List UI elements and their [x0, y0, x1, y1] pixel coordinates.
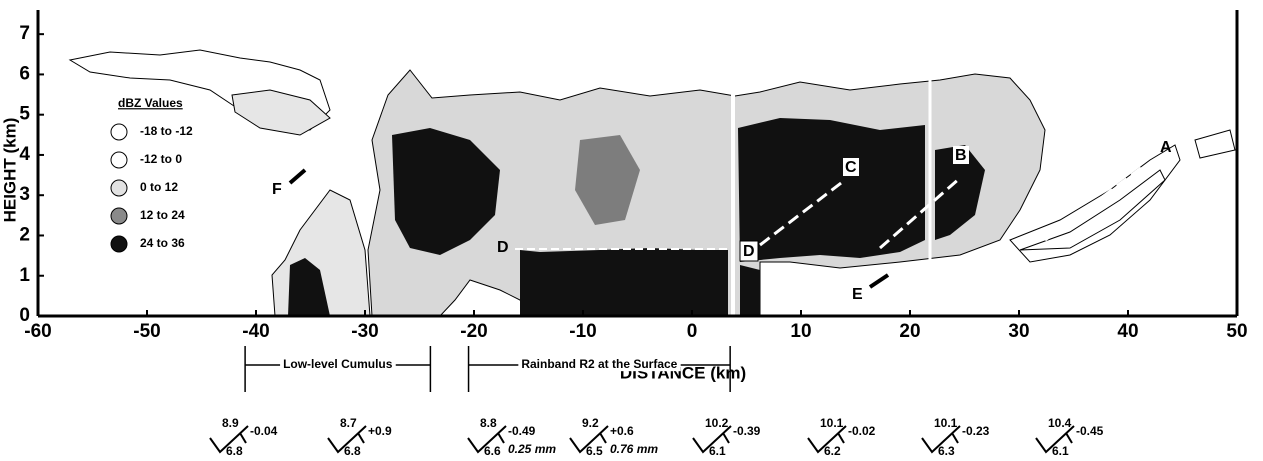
- x-tick-label: 10: [790, 321, 811, 342]
- station-change: -0.45: [1076, 424, 1104, 438]
- x-tick-label: 20: [899, 321, 920, 342]
- station-bottom: 6.1: [1052, 444, 1069, 458]
- x-tick-label: -30: [351, 321, 378, 342]
- annotations: A B C D D E F: [272, 139, 1172, 303]
- echo-outline: [1194, 129, 1236, 159]
- span-label: Rainband R2 at the Surface: [521, 357, 677, 371]
- legend-title: dBZ Values: [118, 96, 183, 110]
- station-top: 8.8: [480, 416, 497, 430]
- station-top: 10.1: [934, 416, 958, 430]
- label-d: D: [743, 243, 755, 260]
- wind-barb: [692, 425, 732, 454]
- x-tick-label: -50: [133, 321, 160, 342]
- label-b: B: [955, 147, 967, 164]
- station-top: 8.7: [340, 416, 357, 430]
- y-tick-label: 6: [19, 63, 30, 84]
- label-box: [953, 146, 969, 164]
- station-change: -0.02: [848, 424, 876, 438]
- y-tick-label: 0: [19, 305, 30, 326]
- legend-swatch: [110, 235, 128, 253]
- legend-swatch: [110, 179, 128, 197]
- station-bottom: 6.3: [938, 444, 955, 458]
- station-change: -0.49: [508, 424, 536, 438]
- echo-core: [392, 128, 500, 255]
- wind-barb: [921, 425, 961, 454]
- legend-swatch: [110, 123, 128, 141]
- legend-label: -12 to 0: [140, 152, 182, 166]
- station-top: 10.1: [820, 416, 844, 430]
- station-bottom: 6.2: [824, 444, 841, 458]
- radar-echo: [68, 49, 1236, 317]
- echo-outline: [68, 49, 331, 131]
- x-tick-label: -20: [460, 321, 487, 342]
- legend-label: 24 to 36: [140, 236, 185, 250]
- station-top: 10.2: [705, 416, 729, 430]
- echo-core: [740, 265, 760, 316]
- y-tick-label: 4: [19, 144, 30, 165]
- echo-outline: [1019, 169, 1166, 251]
- legend-label: -18 to -12: [140, 124, 193, 138]
- label-d: D: [497, 239, 509, 256]
- arrow: [288, 168, 307, 185]
- wind-barb: [1035, 425, 1075, 454]
- station-bottom: 6.6: [484, 444, 501, 458]
- y-tick-label: 5: [19, 104, 30, 125]
- station-change: +0.6: [610, 424, 634, 438]
- x-tick-label: -60: [24, 321, 51, 342]
- echo-core: [935, 145, 985, 240]
- station-top: 8.9: [222, 416, 239, 430]
- span-label: Low-level Cumulus: [283, 357, 393, 371]
- station-change: -0.04: [250, 424, 278, 438]
- label-a: A: [1160, 139, 1172, 156]
- label-f: F: [272, 181, 282, 198]
- station-rain: 0.76 mm: [610, 442, 658, 456]
- label-e: E: [852, 286, 863, 303]
- wind-barb: [467, 425, 507, 454]
- station-bottom: 6.1: [709, 444, 726, 458]
- x-tick-label: 40: [1117, 321, 1138, 342]
- y-axis-label: HEIGHT (km): [0, 118, 19, 223]
- wind-barb: [209, 425, 249, 454]
- echo-outline: [1009, 144, 1181, 263]
- station-change: +0.9: [368, 424, 392, 438]
- y-tick-label: 1: [19, 265, 30, 286]
- echo-core: [288, 258, 330, 316]
- x-tick-label: -40: [242, 321, 269, 342]
- wind-barb: [807, 425, 847, 454]
- station-bottom: 6.5: [586, 444, 603, 458]
- legend-label: 0 to 12: [140, 180, 178, 194]
- legend-swatch: [110, 151, 128, 169]
- x-tick-label: 50: [1226, 321, 1247, 342]
- legend-swatch: [110, 207, 128, 225]
- arrow: [868, 273, 890, 289]
- station-top: 10.4: [1048, 416, 1072, 430]
- legend-label: 12 to 24: [140, 208, 185, 222]
- y-tick-label: 2: [19, 224, 30, 245]
- station-top: 9.2: [582, 416, 599, 430]
- station-rain: 0.25 mm: [508, 442, 556, 456]
- label-box: [843, 158, 859, 176]
- y-tick-label: 3: [19, 184, 30, 205]
- x-tick-label: 30: [1008, 321, 1029, 342]
- dashed-line: [1044, 163, 1146, 242]
- echo-region: [231, 89, 331, 136]
- span-label-bg: [280, 357, 396, 372]
- x-tick-label: 0: [687, 321, 698, 342]
- y-tick-label: 7: [19, 23, 30, 44]
- echo-core: [575, 135, 640, 225]
- label-box: [739, 240, 759, 262]
- wind-barb: [569, 425, 609, 454]
- station-change: -0.39: [733, 424, 761, 438]
- x-tick-label: -10: [569, 321, 596, 342]
- station-bottom: 6.8: [344, 444, 361, 458]
- span-label-bg: [518, 357, 681, 372]
- echo-core: [520, 248, 728, 316]
- station-change: -0.23: [962, 424, 990, 438]
- wind-barb: [327, 425, 367, 454]
- station-bottom: 6.8: [226, 444, 243, 458]
- label-c: C: [845, 159, 857, 176]
